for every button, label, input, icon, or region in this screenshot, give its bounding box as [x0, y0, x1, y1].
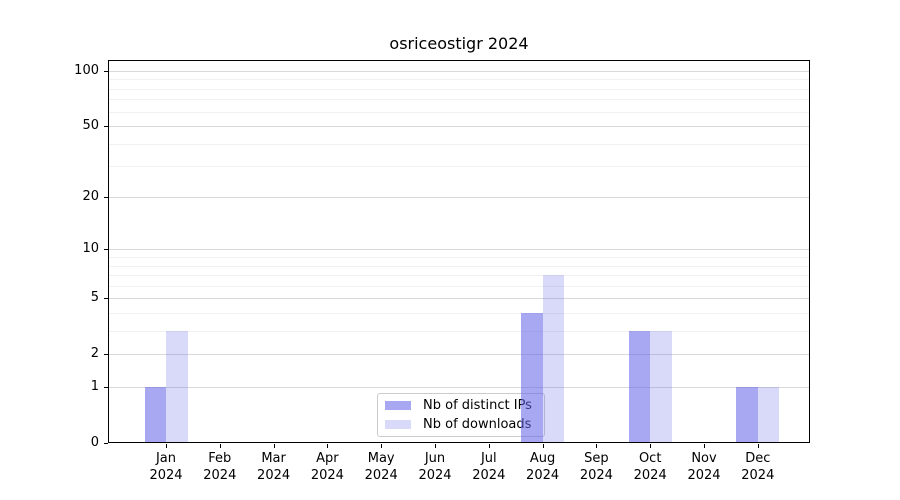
gridline-major [109, 354, 809, 356]
gridline-minor [109, 257, 809, 259]
x-tick-label: Aug 2024 [526, 450, 560, 483]
gridline-major [109, 197, 809, 199]
gridline-minor [109, 79, 809, 81]
legend-label-downloads: Nb of downloads [423, 417, 532, 432]
y-tick-label: 10 [82, 241, 99, 257]
x-tick-mark [166, 443, 167, 448]
gridline-minor [109, 330, 809, 332]
x-tick-label: Jun 2024 [418, 450, 452, 483]
x-tick-label: Nov 2024 [687, 450, 721, 483]
bar-downloads-aug [542, 275, 565, 443]
x-tick-label: Dec 2024 [741, 450, 775, 483]
gridline-minor [109, 99, 809, 101]
gridline-minor [109, 312, 809, 314]
gridline-major [109, 298, 809, 300]
x-tick-label: Apr 2024 [310, 450, 344, 483]
legend-swatch-downloads [385, 420, 411, 429]
y-tick-label: 20 [82, 189, 99, 205]
y-tick-label: 100 [74, 63, 99, 78]
bar-distinct-ips-jan [144, 386, 166, 443]
x-tick-mark [650, 443, 652, 448]
bar-distinct-ips-aug [521, 312, 543, 443]
x-tick-label: Jan 2024 [149, 450, 183, 483]
y-tick-mark [103, 126, 108, 127]
y-tick-mark [103, 249, 108, 251]
gridline-major [109, 126, 809, 127]
y-tick-label: 2 [90, 346, 99, 362]
y-tick-mark [103, 71, 108, 72]
gridline-minor [109, 166, 809, 168]
legend-swatch-distinct-ips [385, 401, 411, 410]
x-tick-label: Sep 2024 [579, 450, 613, 483]
legend-item-distinct-ips: Nb of distinct IPs [385, 398, 537, 413]
y-tick-label: 50 [82, 118, 99, 133]
legend-label-distinct-ips: Nb of distinct IPs [423, 398, 532, 413]
x-tick-mark [327, 443, 329, 448]
bar-downloads-dec [757, 386, 780, 443]
gridline-minor [109, 285, 809, 287]
gridline-major [109, 71, 809, 72]
chart-title: osriceostigr 2024 [389, 34, 529, 53]
y-tick-mark [103, 298, 108, 300]
gridline-minor [109, 275, 809, 277]
x-tick-mark [757, 443, 759, 448]
y-tick-mark [103, 354, 108, 356]
x-tick-mark [435, 443, 436, 448]
x-tick-mark [381, 443, 383, 448]
x-tick-mark [704, 443, 705, 448]
bar-distinct-ips-oct [628, 330, 651, 443]
gridline-minor [109, 143, 809, 145]
x-tick-label: Feb 2024 [203, 450, 237, 483]
gridline-major [109, 249, 809, 251]
x-tick-label: May 2024 [364, 450, 398, 483]
x-tick-mark [273, 443, 275, 448]
y-tick-label: 1 [90, 378, 99, 394]
gridline-minor [109, 88, 809, 90]
plot-area [108, 60, 810, 443]
legend-item-downloads: Nb of downloads [385, 417, 537, 432]
gridline-major [109, 386, 809, 388]
y-tick-mark [103, 386, 108, 388]
legend: Nb of distinct IPs Nb of downloads [377, 393, 545, 437]
y-tick-label: 5 [90, 290, 99, 306]
bar-downloads-oct [650, 330, 672, 443]
x-tick-label: Mar 2024 [257, 450, 291, 483]
x-tick-mark [488, 443, 490, 448]
x-tick-mark [542, 443, 544, 448]
x-tick-label: Jul 2024 [472, 450, 506, 483]
x-tick-mark [219, 443, 221, 448]
bar-downloads-jan [166, 330, 188, 443]
gridline-minor [109, 265, 809, 267]
x-tick-label: Oct 2024 [633, 450, 667, 483]
y-tick-mark [103, 442, 108, 444]
y-tick-label: 0 [90, 434, 99, 450]
x-tick-mark [596, 443, 598, 448]
bar-distinct-ips-dec [736, 386, 758, 443]
gridline-minor [109, 111, 809, 113]
y-tick-mark [103, 197, 108, 199]
